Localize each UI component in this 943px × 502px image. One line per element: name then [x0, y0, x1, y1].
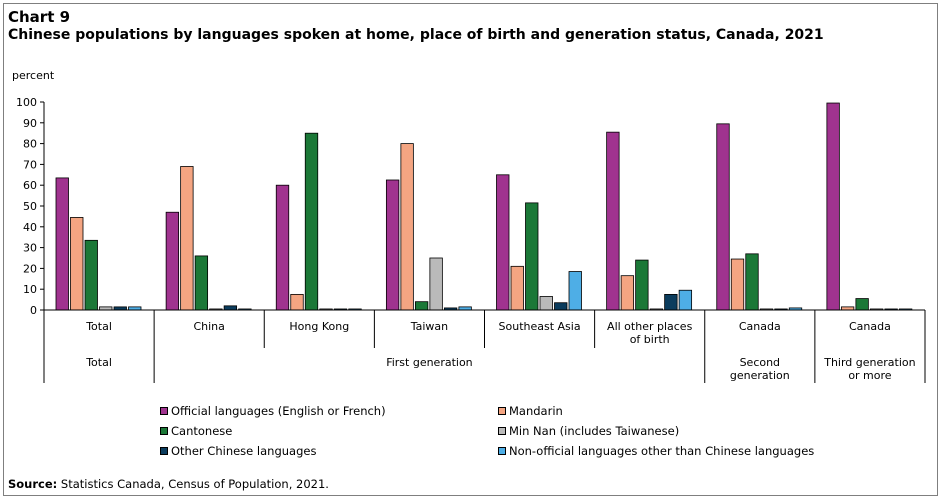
bar	[496, 174, 510, 311]
legend-swatch	[160, 426, 168, 435]
category-label: Hong Kong	[289, 320, 349, 333]
group-label: Total	[85, 356, 112, 369]
legend-label: Other Chinese languages	[171, 443, 317, 458]
bars	[55, 102, 913, 311]
bar	[70, 217, 84, 311]
category-label: All other places of birth	[607, 320, 693, 346]
legend: Official languages (English or French) Ma…	[160, 402, 880, 459]
bar	[414, 301, 429, 311]
y-tick-label: 0	[30, 304, 37, 317]
category-label: Canada	[849, 320, 891, 333]
group-label: Second generation	[730, 356, 790, 382]
bar	[730, 258, 745, 311]
legend-label: Non-official languages other than Chines…	[509, 443, 815, 458]
bar	[716, 123, 730, 311]
bar	[223, 305, 238, 311]
y-tick-label: 40	[23, 221, 37, 234]
source-note: Source: Statistics Canada, Census of Pop…	[8, 477, 329, 491]
y-tick-label: 70	[23, 158, 37, 171]
group-label: Third generation or more	[823, 356, 915, 382]
bar	[554, 302, 568, 311]
bar	[606, 131, 620, 311]
group-label: First generation	[386, 356, 472, 369]
legend-entry: Cantonese	[160, 422, 498, 439]
bar	[635, 259, 649, 311]
y-tick-label: 50	[23, 200, 37, 213]
category-label: Taiwan	[410, 320, 448, 333]
legend-label: Official languages (English or French)	[171, 403, 386, 418]
y-tick-label: 100	[16, 96, 37, 109]
source-label: Source:	[8, 477, 58, 491]
category-label: Southeast Asia	[499, 320, 581, 333]
bar	[855, 298, 869, 311]
bar	[304, 132, 319, 311]
legend-entry: Official languages (English or French)	[160, 402, 498, 419]
x-axis: Total China Hong Kong Taiwan Southeast Asia A…	[43, 309, 926, 383]
bar	[180, 166, 194, 311]
bar	[55, 177, 69, 311]
bar	[620, 275, 635, 311]
bar	[84, 239, 98, 311]
legend-swatch	[498, 406, 506, 415]
legend-label: Min Nan (includes Taiwanese)	[509, 423, 680, 438]
legend-swatch	[498, 446, 506, 455]
legend-swatch	[160, 406, 168, 415]
legend-swatch	[498, 426, 506, 435]
bar	[678, 289, 693, 311]
chart-title: Chinese populations by languages spoken …	[8, 27, 824, 43]
bar	[429, 257, 443, 311]
legend-swatch	[160, 446, 168, 455]
legend-entry: Other Chinese languages	[160, 442, 498, 459]
bar	[745, 253, 759, 311]
bar	[290, 293, 304, 311]
category-label: Canada	[739, 320, 781, 333]
y-tick-label: 90	[23, 117, 37, 130]
y-tick-label: 20	[23, 262, 37, 275]
bar	[510, 265, 524, 311]
bar	[539, 296, 553, 311]
bar	[275, 184, 290, 311]
category-label: China	[193, 320, 224, 333]
y-tick-label: 80	[23, 138, 37, 151]
bar	[826, 102, 840, 311]
legend-label: Cantonese	[171, 423, 233, 438]
bar	[525, 202, 539, 311]
legend-label: Mandarin	[509, 403, 563, 418]
y-tick-label: 60	[23, 179, 37, 192]
y-tick-label: 30	[23, 242, 37, 255]
bar	[194, 255, 209, 311]
bar	[385, 179, 400, 311]
legend-entry: Mandarin	[498, 402, 858, 419]
chart-label: Chart 9	[8, 8, 71, 26]
y-axis-label: percent	[12, 69, 55, 82]
legend-entry: Non-official languages other than Chines…	[498, 442, 858, 459]
bar	[165, 211, 180, 311]
y-axis: 0 10 20 30 40 50 60 70 80 90 100	[16, 96, 45, 317]
bar	[568, 271, 582, 311]
bar	[664, 293, 678, 311]
chart-frame	[3, 3, 938, 496]
category-label: Total	[85, 320, 112, 333]
y-tick-label: 10	[23, 283, 37, 296]
legend-entry: Min Nan (includes Taiwanese)	[498, 422, 858, 439]
bar	[400, 143, 414, 311]
source-text: Statistics Canada, Census of Population,…	[60, 477, 329, 491]
